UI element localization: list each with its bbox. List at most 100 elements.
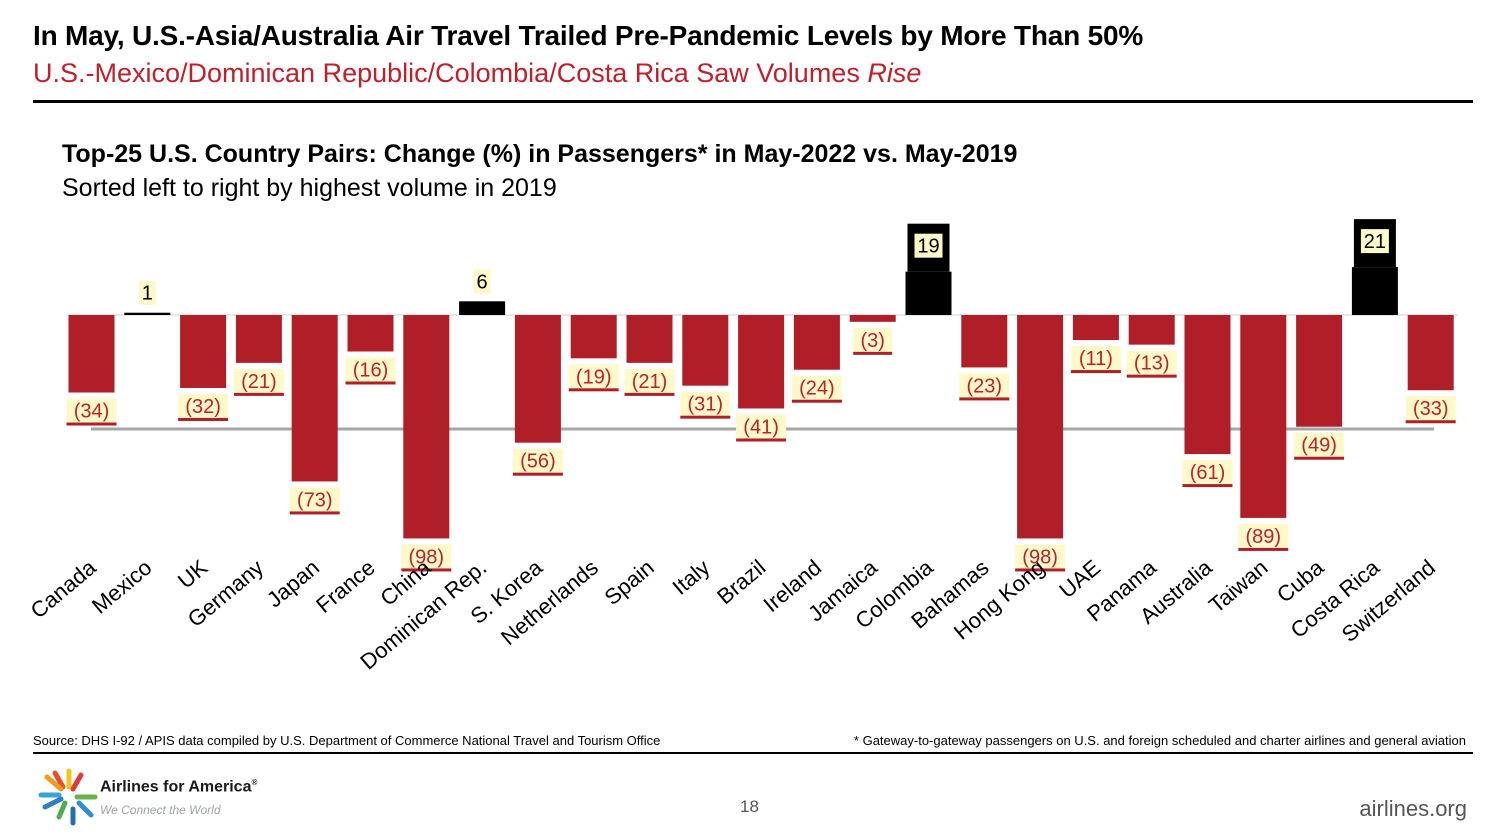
- category-label: Canada: [26, 554, 102, 623]
- data-label-box: [512, 448, 563, 473]
- data-label-underline: [568, 388, 619, 392]
- footnote: * Gateway-to-gateway passengers on U.S. …: [853, 733, 1466, 748]
- bar: [124, 312, 171, 315]
- data-label-underline: [680, 415, 731, 419]
- bar: [1407, 315, 1454, 391]
- data-label-box: [624, 368, 675, 393]
- data-label-box: [1360, 229, 1389, 254]
- bar: [1184, 315, 1231, 455]
- data-label-box: [568, 364, 619, 389]
- data-label: (98): [1022, 546, 1058, 568]
- data-label-box: [791, 375, 842, 400]
- data-label: (61): [1190, 462, 1226, 484]
- footer-rule: [33, 752, 1473, 754]
- category-label: Spain: [600, 555, 659, 610]
- data-label: 19: [917, 236, 939, 258]
- bar: [682, 315, 729, 386]
- data-label: (33): [1413, 398, 1449, 420]
- data-label-underline: [1294, 456, 1345, 460]
- subheadline-text: U.S.-Mexico/Dominican Republic/Colombia/…: [33, 58, 868, 88]
- category-label: Mexico: [87, 555, 156, 619]
- data-label-underline: [791, 399, 842, 403]
- data-label-box: [233, 368, 284, 393]
- data-label: (21): [632, 371, 668, 393]
- bar: [68, 315, 115, 393]
- data-label: (32): [185, 396, 221, 418]
- data-label: (41): [743, 416, 779, 438]
- chart-title: Top-25 U.S. Country Pairs: Change (%) in…: [62, 140, 1018, 168]
- logo-name-text: Airlines for America: [100, 778, 252, 796]
- data-label-box: [959, 373, 1010, 398]
- source-note: Source: DHS I-92 / APIS data compiled by…: [33, 733, 661, 748]
- bar: [1240, 315, 1287, 518]
- category-label: France: [311, 555, 380, 618]
- data-label: (24): [799, 378, 835, 400]
- data-label-box: [345, 357, 396, 382]
- data-label-underline: [512, 472, 563, 476]
- data-label-underline: [345, 381, 396, 385]
- data-label: 21: [1364, 231, 1386, 253]
- bar: [961, 315, 1008, 368]
- data-label: (11): [1079, 348, 1113, 370]
- data-label-underline: [66, 422, 117, 426]
- bar: [235, 315, 282, 363]
- data-label: (89): [1246, 526, 1282, 548]
- data-label-box: [914, 233, 943, 258]
- data-label: (56): [520, 451, 556, 473]
- bar: [347, 315, 394, 352]
- data-label-underline: [233, 392, 284, 396]
- bar: [514, 315, 561, 443]
- bar: [1351, 267, 1398, 315]
- bar: [180, 315, 227, 388]
- bar: [738, 315, 785, 409]
- logo-name: Airlines for America®: [100, 778, 258, 796]
- data-label-box: [1015, 544, 1066, 569]
- slide-headline: In May, U.S.-Asia/Australia Air Travel T…: [33, 20, 1144, 51]
- page-number: 18: [740, 797, 759, 816]
- data-label: 1: [142, 283, 153, 305]
- data-label-box: [680, 391, 731, 416]
- data-label-box: [1405, 396, 1456, 421]
- data-label: (98): [409, 546, 445, 568]
- data-label-underline: [624, 392, 675, 396]
- data-label-underline: [401, 568, 452, 572]
- bar: [1017, 315, 1064, 539]
- data-label: (3): [860, 330, 884, 352]
- category-label: Italy: [668, 555, 715, 600]
- bar: [291, 315, 338, 482]
- bar: [905, 271, 952, 315]
- data-label: (13): [1134, 353, 1170, 375]
- bar: [403, 315, 450, 539]
- data-label-box: [736, 414, 787, 439]
- data-label-underline: [289, 511, 340, 515]
- data-label-underline: [178, 417, 229, 421]
- data-label-box: [473, 269, 491, 294]
- data-label-box: [1182, 460, 1233, 485]
- bar: [1128, 315, 1175, 345]
- chart-subtitle: Sorted left to right by highest volume i…: [62, 174, 557, 202]
- data-label-underline: [1405, 420, 1456, 424]
- data-label-box: [1126, 350, 1177, 375]
- data-label-box: [1070, 346, 1121, 371]
- data-label-underline: [1070, 370, 1121, 374]
- bar: [459, 301, 506, 315]
- data-label-underline: [1126, 374, 1177, 378]
- data-label-underline: [959, 397, 1010, 401]
- website: airlines.org: [1359, 796, 1467, 821]
- data-label: (49): [1301, 435, 1337, 457]
- data-label: (16): [353, 359, 389, 381]
- slide-subheadline: U.S.-Mexico/Dominican Republic/Colombia/…: [33, 58, 921, 89]
- data-label: (19): [576, 366, 612, 388]
- logo-tagline: We Connect the World: [100, 803, 221, 817]
- category-label: UK: [173, 554, 213, 593]
- data-label-underline: [853, 351, 893, 355]
- data-label-underline: [1182, 484, 1233, 488]
- subheadline-emphasis: Rise: [867, 58, 922, 88]
- data-label: (23): [967, 375, 1003, 397]
- data-label-box: [66, 398, 117, 423]
- bar: [1296, 315, 1343, 427]
- data-label: 6: [477, 271, 488, 293]
- data-label-box: [178, 393, 229, 418]
- category-label: Taiwan: [1204, 555, 1273, 618]
